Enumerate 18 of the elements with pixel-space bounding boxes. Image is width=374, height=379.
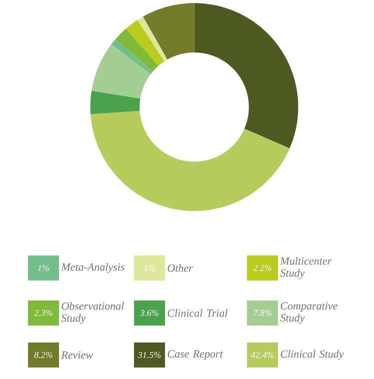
legend-label: Comparative Study [280, 302, 338, 324]
legend-label: Review [61, 351, 93, 359]
legend-label: Clinical Study [280, 350, 344, 360]
data-label: 7.8% [254, 310, 272, 316]
legend-label: Case Report [168, 350, 224, 360]
data-label: 1% [38, 264, 49, 272]
data-label: 42.4% [250, 352, 274, 358]
data-label: 8.2% [34, 352, 52, 358]
legend-label: Observational Study [61, 302, 124, 324]
data-label: 31.5% [138, 352, 161, 358]
data-label: 3.6% [140, 310, 158, 316]
data-label: 2.2% [253, 264, 272, 272]
legend-label: Other [168, 264, 193, 272]
data-label: 1% [144, 264, 155, 272]
data-label: 2.3% [34, 310, 52, 316]
legend-label: Multicenter Study [280, 257, 332, 279]
legend-label: Meta-Analysis [61, 263, 124, 273]
legend-label: Clinical Trial [168, 309, 228, 317]
